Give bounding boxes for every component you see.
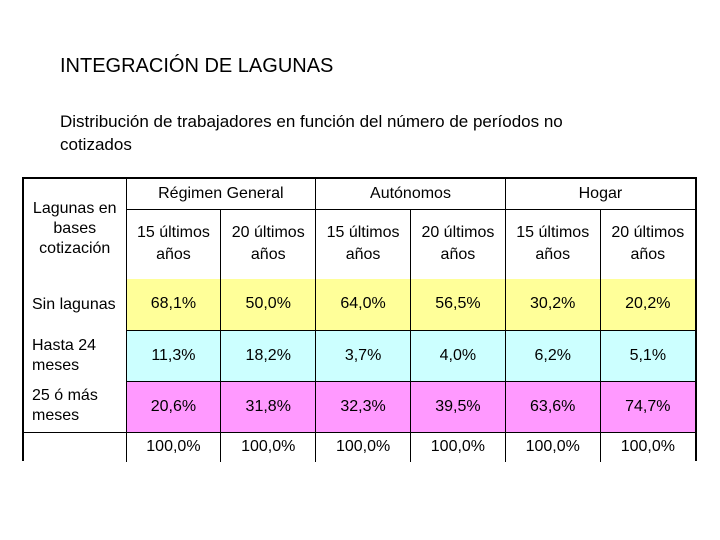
subheader: 20 últimos años	[611, 224, 685, 264]
subheader: 20 últimos años	[410, 209, 506, 279]
table-cell: 18,2%	[220, 330, 317, 382]
table-cell: 100,0%	[126, 432, 222, 462]
subheader: 15 últimos años	[315, 209, 411, 279]
row-label: Hasta 24 meses	[24, 330, 127, 381]
table-cell: 56,5%	[410, 279, 506, 331]
subheader: 15 últimos años	[505, 209, 601, 279]
table-row: Hasta 24 meses 11,3% 18,2% 3,7% 4,0% 6,2…	[24, 330, 695, 382]
table-cell: 100,0%	[410, 432, 506, 462]
page-subtitle: Distribución de trabajadores en función …	[60, 112, 563, 154]
table-cell: 39,5%	[410, 381, 506, 433]
distribution-table: Lagunas en bases cotización Régimen Gene…	[22, 177, 697, 462]
table-cell: 30,2%	[505, 279, 601, 331]
table-cell: 4,0%	[410, 330, 506, 382]
row-label: 25 ó más meses	[24, 381, 127, 432]
table-cell: 31,8%	[220, 381, 317, 433]
row-label: Sin lagunas	[24, 279, 127, 330]
table-cell: 64,0%	[315, 279, 411, 331]
table-cell: 50,0%	[220, 279, 317, 331]
table-cell: 74,7%	[600, 381, 695, 433]
table-cell: 100,0%	[600, 432, 695, 462]
table-row-total: 100,0% 100,0% 100,0% 100,0% 100,0% 100,0…	[24, 431, 695, 462]
table-cell: 100,0%	[315, 432, 411, 462]
table-cell: 5,1%	[600, 330, 695, 382]
table-cell: 11,3%	[126, 330, 222, 382]
subheader: 20 últimos años	[220, 209, 317, 279]
group-header-hogar: Hogar	[505, 179, 695, 210]
table-cell: 3,7%	[315, 330, 411, 382]
row-label	[24, 431, 127, 462]
table-cell: 20,2%	[600, 279, 695, 331]
page-title: INTEGRACIÓN DE LAGUNAS	[60, 55, 334, 77]
subheader: 15 últimos años	[126, 209, 222, 279]
table-cell: 100,0%	[505, 432, 601, 462]
table-cell: 6,2%	[505, 330, 601, 382]
table-cell: 68,1%	[126, 279, 222, 331]
table-row: 25 ó más meses 20,6% 31,8% 32,3% 39,5% 6…	[24, 381, 695, 433]
table-row: Sin lagunas 68,1% 50,0% 64,0% 56,5% 30,2…	[24, 279, 695, 331]
corner-header: Lagunas en bases cotización	[24, 179, 127, 279]
group-header-autonomos: Autónomos	[315, 179, 506, 210]
table-cell: 32,3%	[315, 381, 411, 433]
table-cell: 63,6%	[505, 381, 601, 433]
group-header-regimen-general: Régimen General	[126, 179, 317, 210]
table-cell: 20,6%	[126, 381, 222, 433]
table-cell: 100,0%	[220, 432, 317, 462]
